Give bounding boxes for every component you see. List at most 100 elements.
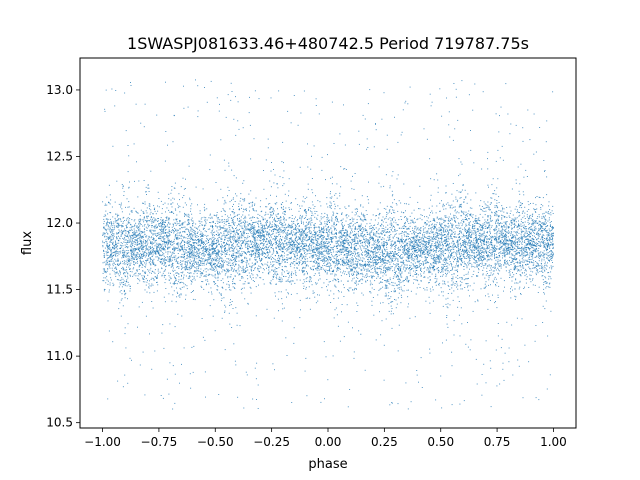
data-point bbox=[246, 261, 248, 263]
data-point bbox=[210, 268, 212, 270]
data-point bbox=[326, 220, 328, 222]
data-point bbox=[179, 250, 181, 252]
data-point bbox=[365, 210, 367, 212]
data-point bbox=[197, 231, 199, 233]
data-point bbox=[480, 247, 482, 249]
data-point bbox=[313, 224, 315, 226]
data-point bbox=[392, 225, 394, 227]
data-point bbox=[203, 262, 205, 264]
data-point bbox=[123, 280, 125, 282]
data-point bbox=[460, 206, 462, 208]
data-point bbox=[393, 253, 395, 255]
data-point bbox=[519, 280, 521, 282]
data-point bbox=[206, 250, 208, 252]
data-point bbox=[535, 256, 537, 258]
data-point bbox=[428, 255, 430, 257]
data-point bbox=[194, 254, 196, 256]
data-point bbox=[380, 281, 382, 283]
data-point bbox=[306, 248, 308, 250]
data-point bbox=[495, 113, 497, 115]
data-point bbox=[246, 275, 248, 276]
data-point bbox=[321, 268, 322, 270]
data-point bbox=[545, 277, 547, 279]
data-point bbox=[164, 225, 166, 227]
data-point bbox=[130, 230, 132, 232]
data-point bbox=[231, 226, 233, 228]
data-point bbox=[281, 231, 283, 233]
data-point bbox=[152, 254, 154, 256]
data-point bbox=[430, 246, 431, 248]
data-point bbox=[247, 248, 249, 249]
data-point bbox=[495, 248, 497, 250]
data-point bbox=[383, 379, 385, 381]
data-point bbox=[254, 203, 256, 205]
data-point bbox=[111, 206, 113, 208]
data-point bbox=[308, 286, 310, 288]
data-point bbox=[351, 222, 353, 224]
data-point bbox=[343, 265, 345, 267]
data-point bbox=[272, 244, 273, 246]
data-point bbox=[472, 221, 474, 223]
data-point bbox=[451, 204, 453, 206]
data-point bbox=[509, 240, 511, 242]
data-point bbox=[137, 275, 139, 277]
data-point bbox=[477, 223, 479, 225]
data-point bbox=[527, 253, 529, 255]
data-point bbox=[259, 206, 261, 208]
data-point bbox=[223, 209, 225, 211]
data-point bbox=[257, 246, 259, 248]
data-point bbox=[525, 249, 527, 251]
data-point bbox=[281, 240, 283, 242]
data-point bbox=[504, 240, 506, 242]
data-point bbox=[442, 274, 444, 276]
data-point bbox=[469, 231, 471, 233]
data-point bbox=[385, 287, 387, 289]
data-point bbox=[107, 222, 109, 223]
data-point bbox=[280, 221, 282, 223]
data-point bbox=[552, 237, 553, 239]
data-point bbox=[391, 284, 393, 286]
data-point bbox=[322, 260, 324, 262]
data-point bbox=[289, 242, 291, 244]
data-point bbox=[304, 262, 306, 264]
data-point bbox=[236, 324, 238, 326]
data-point bbox=[212, 253, 214, 255]
data-point bbox=[528, 230, 530, 232]
data-point bbox=[330, 227, 332, 229]
data-point bbox=[435, 250, 437, 252]
data-point bbox=[193, 256, 195, 258]
data-point bbox=[518, 237, 520, 239]
data-point bbox=[222, 261, 224, 263]
data-point bbox=[458, 250, 459, 252]
data-point bbox=[259, 231, 261, 233]
data-point bbox=[393, 243, 395, 245]
data-point bbox=[518, 240, 520, 242]
data-point bbox=[456, 242, 458, 243]
data-point bbox=[360, 240, 361, 242]
data-point bbox=[436, 228, 438, 230]
data-point bbox=[241, 237, 243, 239]
data-point bbox=[315, 302, 317, 304]
data-point bbox=[218, 254, 220, 256]
data-point bbox=[352, 266, 354, 268]
data-point bbox=[539, 197, 541, 198]
data-point bbox=[109, 236, 111, 238]
data-point bbox=[244, 245, 246, 247]
data-point bbox=[336, 197, 338, 199]
data-point bbox=[475, 257, 477, 259]
data-point bbox=[529, 236, 531, 238]
data-point bbox=[203, 252, 205, 254]
data-point bbox=[177, 281, 179, 283]
data-point bbox=[340, 280, 342, 282]
data-point bbox=[195, 267, 197, 269]
data-point bbox=[530, 274, 532, 276]
data-point bbox=[266, 265, 268, 267]
data-point bbox=[325, 228, 327, 230]
data-point bbox=[494, 257, 495, 259]
data-point bbox=[543, 259, 545, 261]
data-point bbox=[505, 239, 507, 241]
data-point bbox=[376, 263, 377, 265]
data-point bbox=[230, 247, 232, 249]
data-point bbox=[304, 217, 306, 219]
data-point bbox=[301, 249, 303, 251]
